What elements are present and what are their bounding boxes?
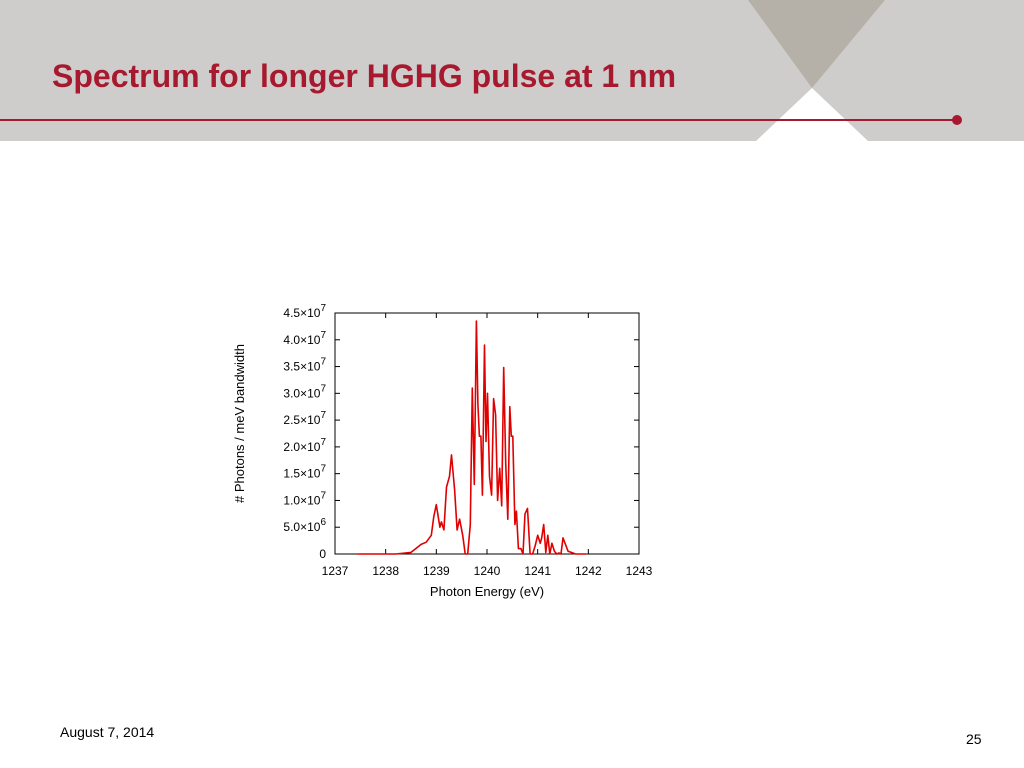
x-tick-label: 1237 bbox=[322, 564, 349, 578]
x-tick-label: 1243 bbox=[626, 564, 653, 578]
x-tick-label: 1239 bbox=[423, 564, 450, 578]
y-tick-label: 4.0×107 bbox=[283, 330, 326, 347]
page-number: 25 bbox=[966, 731, 982, 747]
title-underline-dot bbox=[952, 115, 962, 125]
x-tick-label: 1240 bbox=[474, 564, 501, 578]
y-tick-label: 4.5×107 bbox=[283, 303, 326, 320]
slide-title: Spectrum for longer HGHG pulse at 1 nm bbox=[52, 58, 677, 94]
footer-date: August 7, 2014 bbox=[60, 724, 155, 740]
y-tick-label: 3.0×107 bbox=[283, 383, 326, 400]
x-tick-label: 1241 bbox=[524, 564, 551, 578]
x-tick-labels: 1237 1238 1239 1240 1241 1242 1243 bbox=[322, 564, 653, 578]
title-underline bbox=[0, 119, 955, 121]
header-decoration bbox=[748, 0, 885, 141]
y-tick-label: 2.0×107 bbox=[283, 437, 326, 454]
y-tick-labels: 0 5.0×106 1.0×107 1.5×107 2.0×107 2.5×107 3.0×… bbox=[283, 303, 326, 561]
x-tick-label: 1238 bbox=[372, 564, 399, 578]
header-triangle-light bbox=[756, 88, 868, 141]
header-triangle-dark bbox=[748, 0, 885, 88]
y-tick-label: 0 bbox=[319, 547, 326, 561]
plot-frame bbox=[334, 312, 640, 555]
y-tick-label: 1.5×107 bbox=[283, 464, 326, 481]
y-tick-label: 1.0×107 bbox=[283, 490, 326, 507]
y-axis-label: # Photons / meV bandwidth bbox=[232, 344, 247, 503]
y-tick-label: 5.0×106 bbox=[283, 517, 326, 534]
y-tick-label: 2.5×107 bbox=[283, 410, 326, 427]
header-band bbox=[0, 0, 1024, 141]
y-tick-label: 3.5×107 bbox=[283, 357, 326, 374]
series-line bbox=[357, 320, 586, 555]
x-tick-label: 1242 bbox=[575, 564, 602, 578]
x-axis-label: Photon Energy (eV) bbox=[430, 584, 544, 599]
